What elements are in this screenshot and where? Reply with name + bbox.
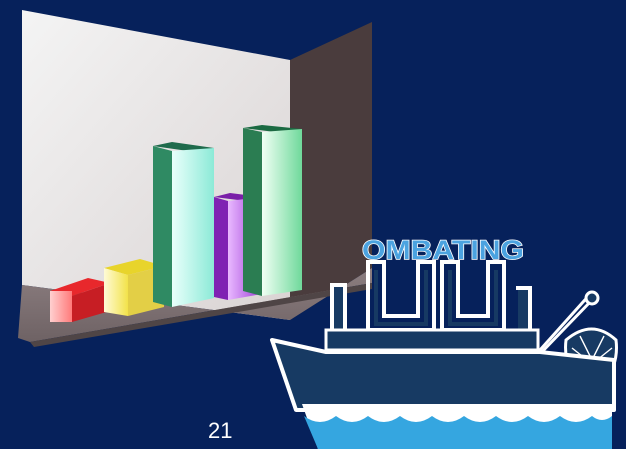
chart-floor-edge	[30, 283, 372, 347]
chart-bar-green	[243, 125, 302, 296]
logo-crane	[536, 290, 600, 358]
chart-bar-yellow	[104, 259, 164, 316]
chart-bar-cyan	[153, 142, 214, 307]
chart-floor	[18, 268, 372, 342]
logo-water	[304, 416, 612, 449]
logo-mast-fill	[334, 287, 528, 331]
logo-word: OMBATING	[362, 235, 524, 265]
chart-bar-red	[50, 278, 110, 322]
page-number: 21	[208, 418, 233, 443]
logo-hull	[270, 338, 616, 449]
chart-side-wall	[290, 22, 372, 320]
logo-mast-letters	[330, 260, 532, 332]
